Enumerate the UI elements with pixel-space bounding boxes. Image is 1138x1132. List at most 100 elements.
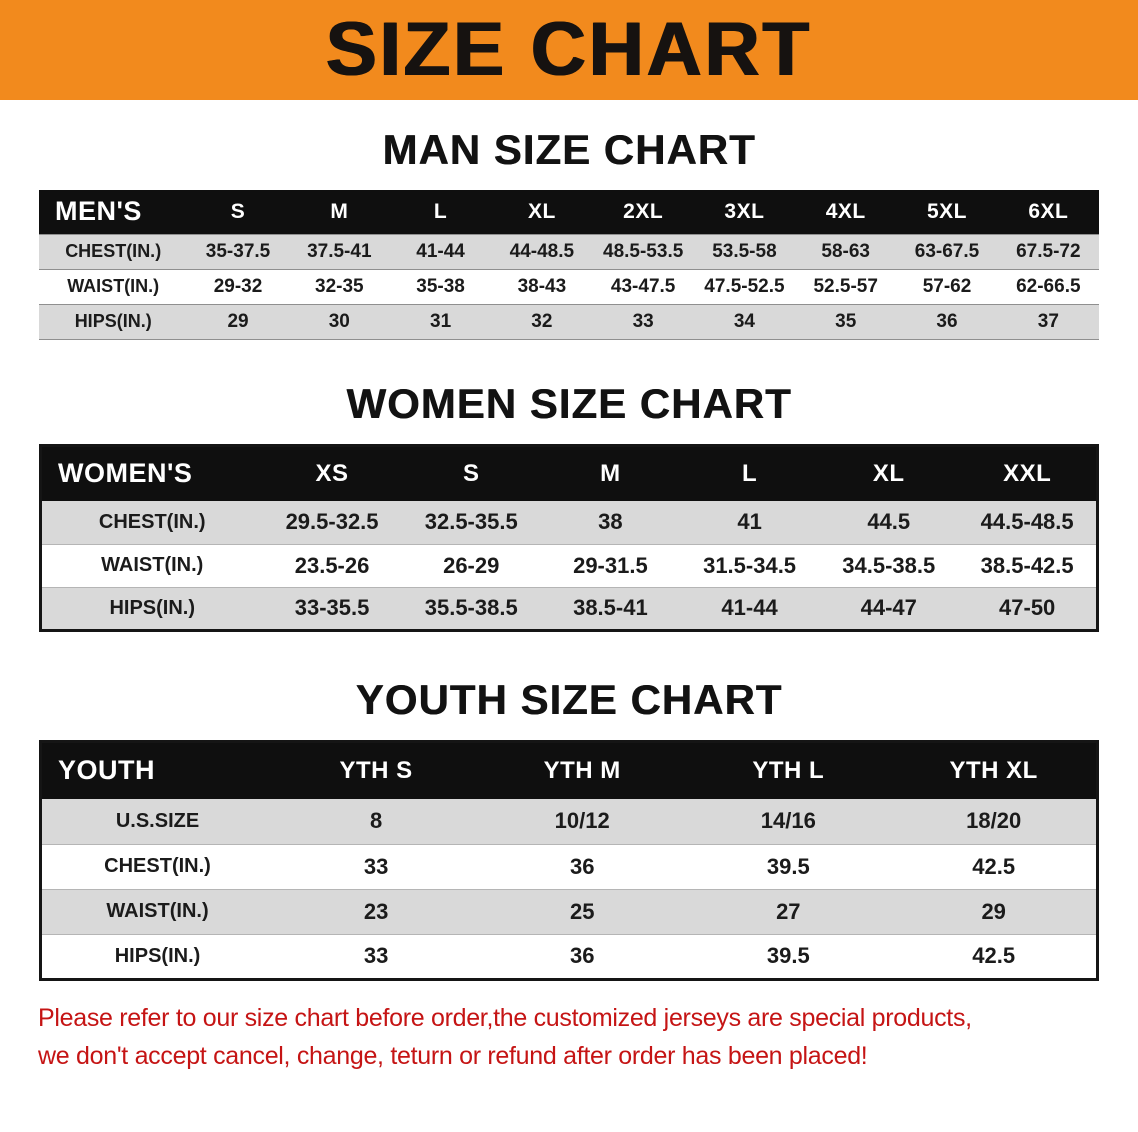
size-value-cell: 33 <box>273 934 480 980</box>
size-column-header: XXL <box>958 445 1098 501</box>
size-value-cell: 67.5-72 <box>997 233 1099 270</box>
size-value-cell: 38.5-42.5 <box>958 544 1098 588</box>
size-column-header: XL <box>819 445 959 501</box>
size-value-cell: 38 <box>540 501 680 545</box>
size-value-cell: 41-44 <box>389 233 492 270</box>
page-title: SIZE CHART <box>326 7 812 92</box>
table-row: CHEST(IN.) 29.5-32.5 32.5-35.5 38 41 44.5 44.5… <box>40 501 1098 545</box>
size-value-cell: 29 <box>187 304 289 340</box>
table-row: CHEST(IN.) 33 36 39.5 42.5 <box>40 844 1098 890</box>
table-header-row: MEN'S S M L XL 2XL 3XL 4XL 5XL 6XL <box>39 190 1099 234</box>
table-row: HIPS(IN.) 33-35.5 35.5-38.5 38.5-41 41-44 44-… <box>40 587 1098 631</box>
size-value-cell: 38.5-41 <box>540 587 680 631</box>
size-value-cell: 44.5-48.5 <box>958 501 1098 545</box>
size-value-cell: 52.5-57 <box>795 269 897 305</box>
size-value-cell: 35-37.5 <box>187 233 289 270</box>
size-value-cell: 29 <box>891 889 1098 935</box>
size-value-cell: 44-47 <box>819 587 959 631</box>
table-title-cell: MEN'S <box>39 190 188 234</box>
size-value-cell: 18/20 <box>891 799 1098 845</box>
row-label-cell: WAIST(IN.) <box>40 544 263 588</box>
men-section-heading: MAN SIZE CHART <box>382 126 756 173</box>
size-value-cell: 35 <box>795 304 897 340</box>
men-size-table: MEN'S S M L XL 2XL 3XL 4XL 5XL 6XL CHEST(IN.) 35-37… <box>39 190 1099 340</box>
youth-size-table: YOUTH YTH S YTH M YTH L YTH XL U.S.SIZE 8 10/12… <box>39 739 1099 981</box>
size-value-cell: 58-63 <box>795 233 897 270</box>
table-row: U.S.SIZE 8 10/12 14/16 18/20 <box>40 799 1098 845</box>
size-value-cell: 62-66.5 <box>997 269 1099 305</box>
size-value-cell: 41-44 <box>679 587 820 631</box>
size-value-cell: 48.5-53.5 <box>592 233 694 270</box>
size-value-cell: 41 <box>679 501 820 545</box>
row-label-cell: CHEST(IN.) <box>40 501 263 545</box>
size-value-cell: 39.5 <box>685 844 892 890</box>
table-header-row: YOUTH YTH S YTH M YTH L YTH XL <box>40 741 1098 799</box>
size-value-cell: 37 <box>997 304 1099 340</box>
size-value-cell: 26-29 <box>401 544 541 588</box>
row-label-cell: WAIST(IN.) <box>40 889 274 935</box>
women-section-heading: WOMEN SIZE CHART <box>346 379 792 427</box>
size-column-header: M <box>540 445 680 501</box>
size-column-header: L <box>389 190 492 234</box>
size-value-cell: 32-35 <box>288 269 390 305</box>
size-value-cell: 44-48.5 <box>491 233 593 270</box>
table-title-cell: YOUTH <box>40 741 274 799</box>
size-value-cell: 35.5-38.5 <box>401 587 541 631</box>
size-value-cell: 47.5-52.5 <box>693 269 796 305</box>
size-value-cell: 57-62 <box>896 269 998 305</box>
size-value-cell: 34.5-38.5 <box>819 544 959 588</box>
size-value-cell: 23.5-26 <box>262 544 402 588</box>
size-column-header: 2XL <box>592 190 694 234</box>
row-label-cell: U.S.SIZE <box>40 799 274 845</box>
row-label-cell: CHEST(IN.) <box>40 844 274 890</box>
size-column-header: YTH S <box>273 741 480 799</box>
size-value-cell: 36 <box>479 934 686 980</box>
size-value-cell: 44.5 <box>819 501 959 545</box>
size-column-header: YTH XL <box>891 741 1098 799</box>
size-value-cell: 8 <box>273 799 480 845</box>
size-value-cell: 38-43 <box>491 269 593 305</box>
size-value-cell: 33 <box>592 304 694 340</box>
size-column-header: 3XL <box>693 190 796 234</box>
row-label-cell: CHEST(IN.) <box>39 233 188 270</box>
size-column-header: L <box>679 445 820 501</box>
size-value-cell: 39.5 <box>685 934 892 980</box>
size-value-cell: 29-31.5 <box>540 544 680 588</box>
table-row: WAIST(IN.) 29-32 32-35 35-38 38-43 43-47.5 47.… <box>39 269 1099 305</box>
table-row: WAIST(IN.) 23 25 27 29 <box>40 889 1098 935</box>
table-row: HIPS(IN.) 33 36 39.5 42.5 <box>40 934 1098 980</box>
size-value-cell: 35-38 <box>389 269 492 305</box>
notice-line-1: Please refer to our size chart before or… <box>38 1003 972 1032</box>
size-value-cell: 30 <box>288 304 390 340</box>
table-row: CHEST(IN.) 35-37.5 37.5-41 41-44 44-48.5 48.5… <box>39 233 1099 270</box>
size-value-cell: 33 <box>273 844 480 890</box>
youth-size-section: YOUTH SIZE CHART YOUTH YTH S YTH M YTH L YTH… <box>0 676 1138 981</box>
women-size-section: WOMEN SIZE CHART WOMEN'S XS S M L XL XXL CHEST(… <box>0 380 1138 632</box>
size-value-cell: 42.5 <box>891 934 1098 980</box>
size-value-cell: 23 <box>273 889 480 935</box>
table-row: HIPS(IN.) 29 30 31 32 33 34 35 36 37 <box>39 304 1099 340</box>
row-label-cell: HIPS(IN.) <box>40 587 263 631</box>
size-value-cell: 29-32 <box>187 269 289 305</box>
men-size-section: MAN SIZE CHART MEN'S S M L XL 2XL 3XL 4XL 5XL 6XL… <box>0 126 1138 340</box>
row-label-cell: HIPS(IN.) <box>39 304 188 340</box>
notice-line-2: we don't accept cancel, change, teturn o… <box>38 1042 868 1071</box>
size-value-cell: 25 <box>479 889 686 935</box>
size-column-header: XL <box>491 190 593 234</box>
women-size-table: WOMEN'S XS S M L XL XXL CHEST(IN.) 29.5-32.5 32.5… <box>39 443 1099 632</box>
size-column-header: 4XL <box>795 190 897 234</box>
size-column-header: XS <box>262 445 402 501</box>
size-value-cell: 27 <box>685 889 892 935</box>
size-value-cell: 43-47.5 <box>592 269 694 305</box>
size-value-cell: 36 <box>896 304 998 340</box>
table-row: WAIST(IN.) 23.5-26 26-29 29-31.5 31.5-34.5 34… <box>40 544 1098 588</box>
size-column-header: S <box>187 190 289 234</box>
size-column-header: 5XL <box>896 190 998 234</box>
size-value-cell: 63-67.5 <box>896 233 998 270</box>
size-value-cell: 42.5 <box>891 844 1098 890</box>
size-column-header: YTH M <box>479 741 686 799</box>
size-value-cell: 37.5-41 <box>288 233 390 270</box>
size-value-cell: 10/12 <box>479 799 686 845</box>
size-value-cell: 36 <box>479 844 686 890</box>
size-value-cell: 32.5-35.5 <box>401 501 541 545</box>
